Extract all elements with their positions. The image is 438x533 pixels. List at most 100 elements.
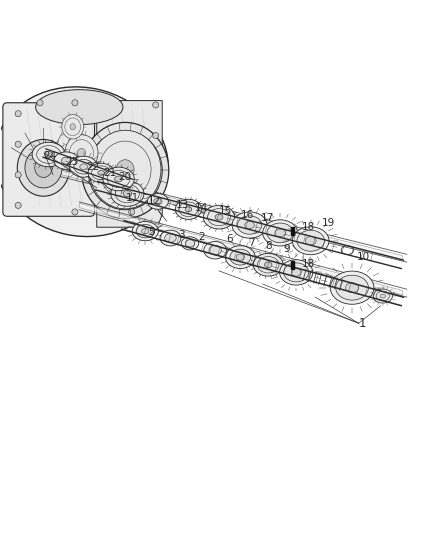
Ellipse shape: [88, 163, 114, 182]
Circle shape: [152, 133, 159, 139]
Text: 18: 18: [302, 222, 315, 232]
Ellipse shape: [136, 224, 155, 238]
Ellipse shape: [336, 275, 368, 300]
Ellipse shape: [265, 262, 272, 268]
Ellipse shape: [17, 140, 70, 196]
Circle shape: [152, 167, 159, 174]
Ellipse shape: [346, 282, 359, 293]
Ellipse shape: [254, 253, 283, 276]
Circle shape: [129, 209, 135, 215]
Ellipse shape: [70, 124, 75, 130]
Ellipse shape: [267, 223, 293, 243]
Text: 15: 15: [219, 206, 232, 216]
Ellipse shape: [65, 135, 98, 171]
Ellipse shape: [226, 246, 255, 269]
Text: 2: 2: [198, 232, 205, 242]
Text: 8: 8: [265, 241, 272, 251]
Ellipse shape: [203, 205, 235, 229]
Ellipse shape: [263, 220, 297, 246]
Ellipse shape: [98, 171, 104, 175]
Circle shape: [72, 100, 78, 106]
Text: 13: 13: [176, 200, 189, 210]
Text: 7: 7: [248, 238, 254, 248]
Ellipse shape: [103, 167, 134, 191]
Text: 23: 23: [65, 157, 78, 167]
Ellipse shape: [115, 176, 123, 182]
Ellipse shape: [61, 157, 71, 164]
Ellipse shape: [160, 230, 181, 246]
Ellipse shape: [292, 227, 329, 255]
Ellipse shape: [373, 289, 392, 303]
Circle shape: [15, 111, 21, 117]
Ellipse shape: [74, 159, 93, 174]
Text: 6: 6: [226, 235, 233, 245]
Ellipse shape: [80, 164, 88, 169]
Text: 24: 24: [43, 151, 56, 161]
Ellipse shape: [380, 294, 385, 298]
Text: 5: 5: [148, 228, 155, 237]
Ellipse shape: [291, 269, 301, 276]
Ellipse shape: [215, 214, 223, 220]
Ellipse shape: [185, 240, 195, 247]
Ellipse shape: [70, 156, 98, 177]
Text: 20: 20: [119, 172, 132, 182]
Ellipse shape: [237, 216, 262, 234]
Ellipse shape: [181, 237, 199, 250]
Circle shape: [72, 209, 78, 215]
Text: 22: 22: [86, 163, 99, 172]
Circle shape: [15, 141, 21, 147]
Text: 19: 19: [321, 218, 335, 228]
Ellipse shape: [54, 152, 78, 169]
Ellipse shape: [25, 148, 62, 188]
Ellipse shape: [62, 115, 84, 139]
Text: 14: 14: [195, 203, 208, 213]
Circle shape: [152, 203, 159, 208]
Text: 16: 16: [240, 210, 254, 220]
Polygon shape: [53, 168, 403, 260]
Text: 11: 11: [126, 192, 139, 203]
Ellipse shape: [230, 249, 251, 265]
FancyBboxPatch shape: [3, 103, 95, 216]
Ellipse shape: [297, 230, 325, 251]
Ellipse shape: [81, 123, 169, 219]
Ellipse shape: [89, 130, 161, 209]
Ellipse shape: [148, 193, 168, 209]
Ellipse shape: [209, 245, 221, 255]
Ellipse shape: [88, 131, 162, 210]
Ellipse shape: [284, 263, 309, 282]
Circle shape: [15, 203, 21, 208]
Ellipse shape: [204, 241, 226, 259]
Ellipse shape: [35, 90, 123, 125]
Bar: [291, 227, 293, 235]
Text: 12: 12: [148, 196, 162, 206]
Ellipse shape: [132, 222, 159, 241]
Ellipse shape: [45, 151, 53, 158]
Ellipse shape: [330, 271, 374, 304]
Ellipse shape: [165, 233, 176, 243]
Bar: [291, 261, 293, 269]
Text: 17: 17: [261, 214, 275, 223]
Text: 21: 21: [103, 168, 116, 177]
Ellipse shape: [35, 158, 52, 177]
Polygon shape: [79, 203, 403, 295]
Ellipse shape: [275, 229, 286, 237]
Ellipse shape: [111, 181, 144, 206]
Ellipse shape: [0, 87, 168, 237]
Ellipse shape: [116, 160, 134, 180]
Text: 9: 9: [283, 244, 290, 254]
Text: 3: 3: [179, 230, 185, 240]
Text: 18: 18: [302, 260, 315, 269]
Ellipse shape: [175, 199, 201, 220]
Ellipse shape: [245, 221, 254, 229]
Circle shape: [37, 100, 43, 106]
Circle shape: [152, 102, 159, 108]
Ellipse shape: [279, 260, 313, 285]
Ellipse shape: [142, 229, 149, 234]
Circle shape: [15, 172, 21, 178]
Ellipse shape: [154, 198, 162, 205]
Text: 10: 10: [357, 252, 370, 262]
Ellipse shape: [123, 190, 131, 197]
Ellipse shape: [185, 207, 192, 212]
Ellipse shape: [305, 237, 316, 245]
Ellipse shape: [232, 212, 267, 238]
